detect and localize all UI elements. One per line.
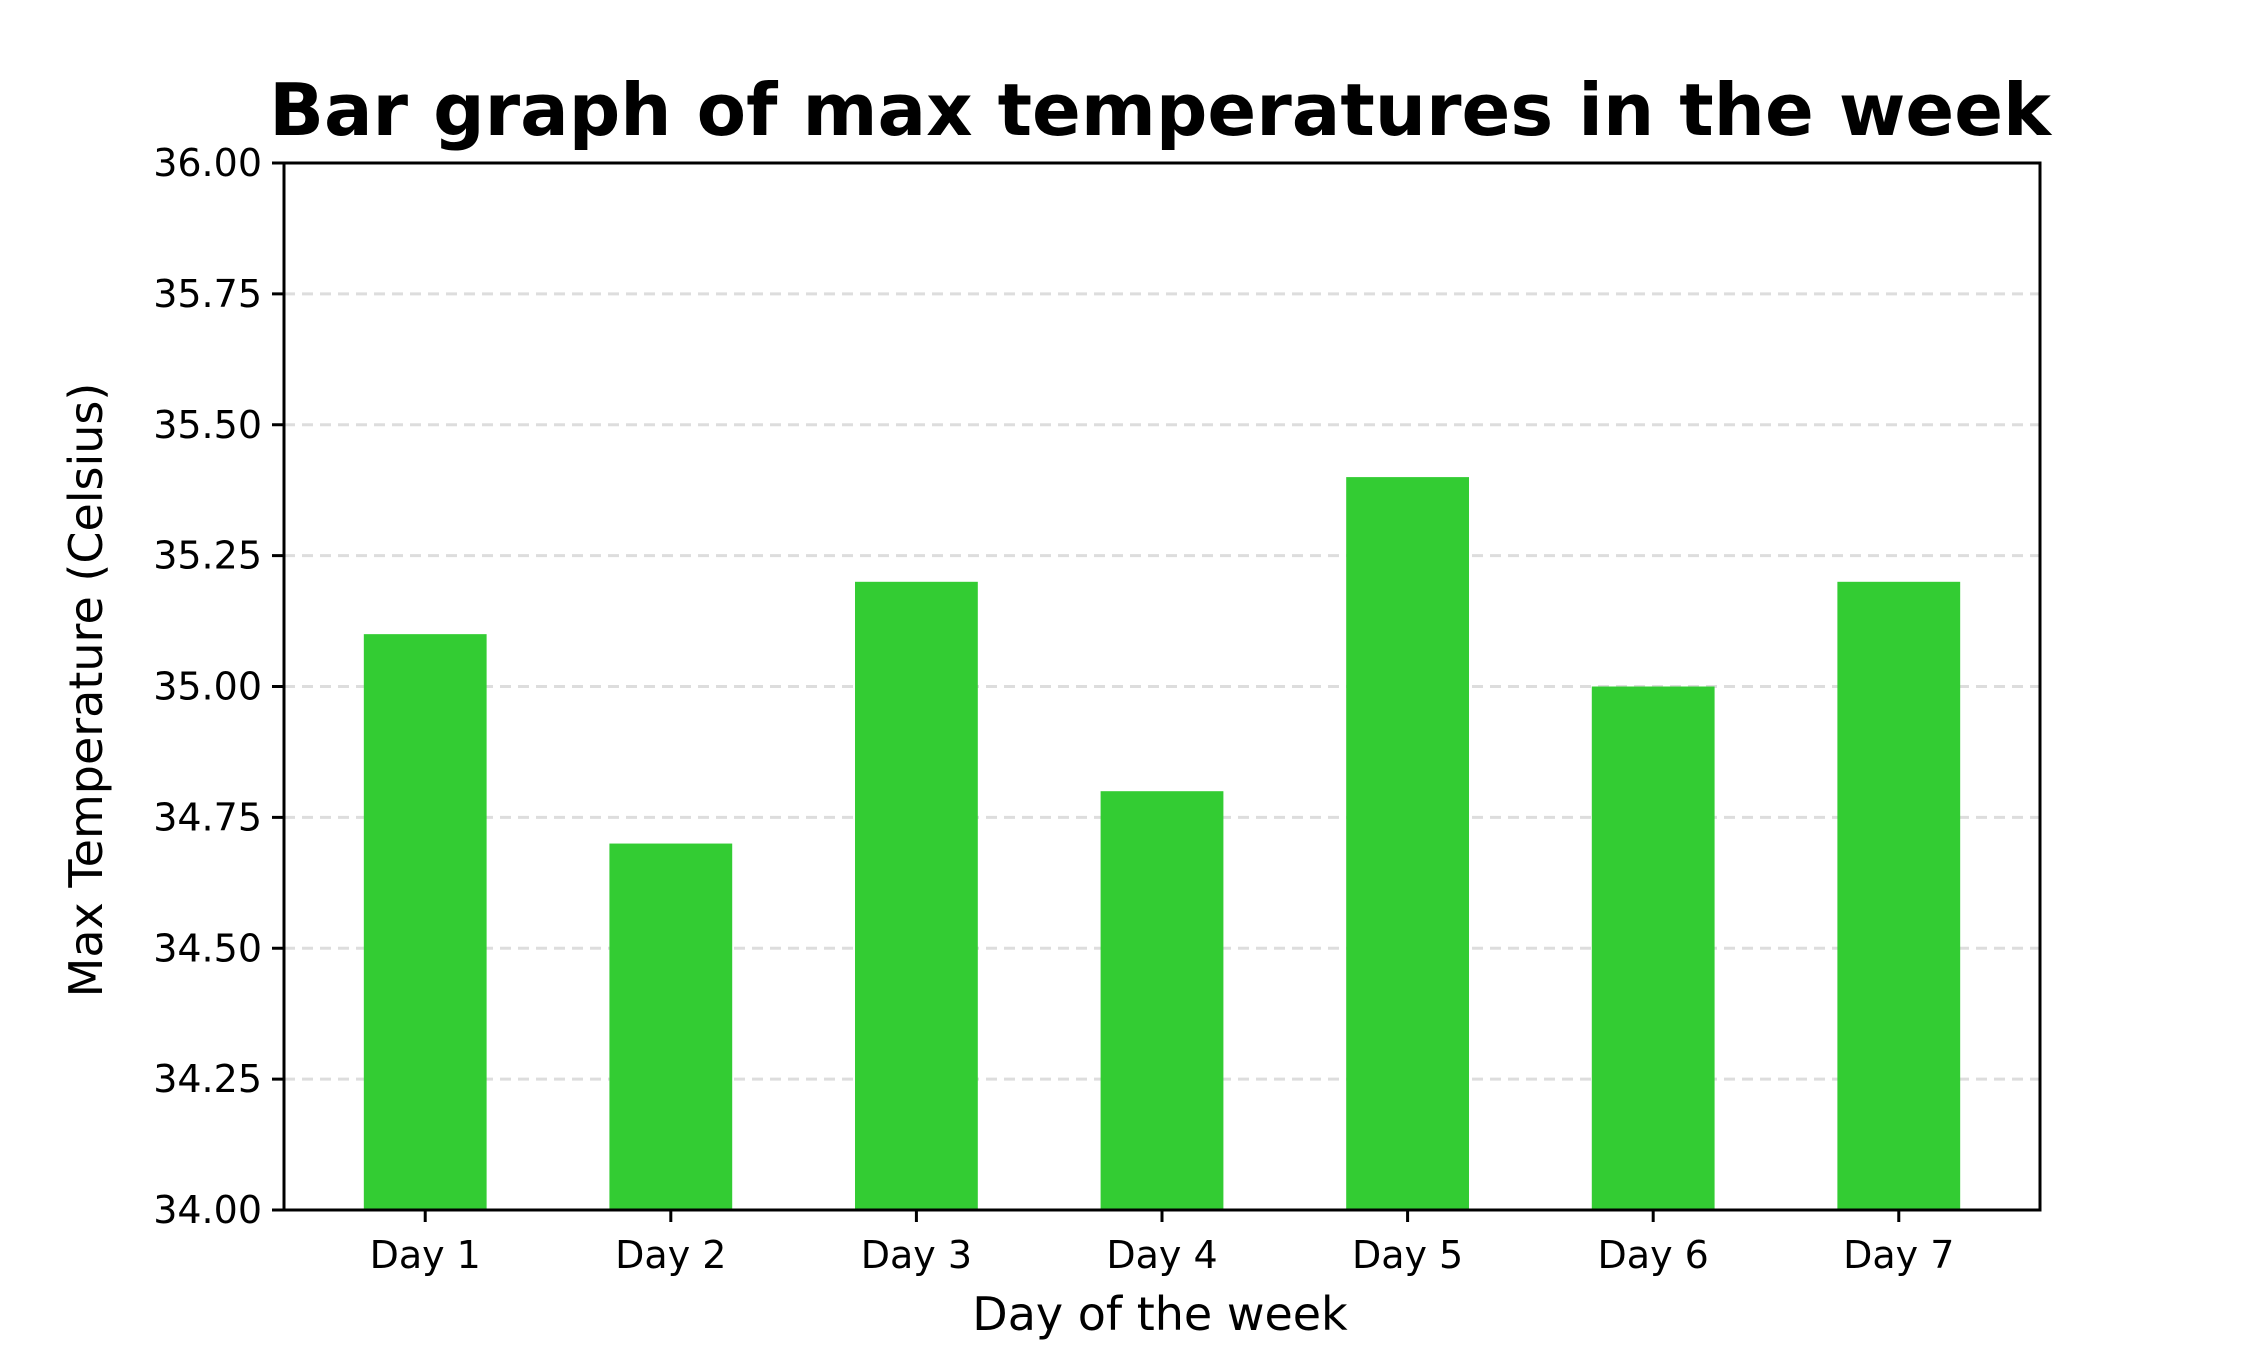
chart-title: Bar graph of max temperatures in the wee… (269, 68, 2053, 152)
y-tick-label: 35.50 (153, 403, 262, 447)
y-tick-label: 34.25 (153, 1057, 262, 1101)
x-tick-label: Day 5 (1352, 1233, 1463, 1277)
x-axis-ticks: Day 1 Day 2 Day 3 Day 4 Day 5 Day 6 Day 7 (370, 1210, 1954, 1277)
grid-lines (284, 292, 2040, 1081)
y-tick-label: 35.75 (153, 272, 262, 316)
y-axis-label: Max Temperature (Celsius) (59, 383, 113, 998)
x-tick-label: Day 4 (1106, 1233, 1217, 1277)
x-tick-label: Day 7 (1843, 1233, 1954, 1277)
y-tick-label: 35.00 (153, 665, 262, 709)
x-tick-label: Day 3 (861, 1233, 972, 1277)
bars (363, 477, 1961, 1211)
y-axis-ticks: 34.00 34.25 34.50 34.75 35.00 35.25 35.50 35.75… (153, 141, 284, 1232)
bar-day-2 (609, 843, 733, 1210)
bar-day-6 (1591, 686, 1715, 1210)
bar-day-5 (1346, 477, 1469, 1211)
bar-day-7 (1837, 581, 1961, 1210)
x-tick-label: Day 2 (615, 1233, 726, 1277)
y-tick-label: 35.25 (153, 534, 262, 578)
x-tick-label: Day 1 (370, 1233, 481, 1277)
y-tick-label: 34.75 (153, 795, 262, 839)
bar-day-4 (1100, 791, 1224, 1210)
x-tick-label: Day 6 (1598, 1233, 1709, 1277)
y-tick-label: 36.00 (153, 141, 262, 185)
y-tick-label: 34.00 (153, 1188, 262, 1232)
bar-day-3 (855, 581, 978, 1210)
x-axis-label: Day of the week (972, 1287, 1348, 1341)
bar-day-1 (363, 634, 487, 1210)
y-tick-label: 34.50 (153, 926, 262, 970)
